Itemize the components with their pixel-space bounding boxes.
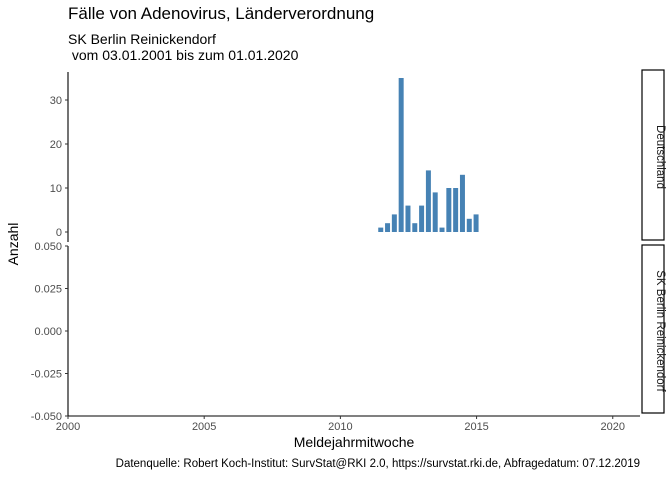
- y-tick-label: 0.025: [34, 284, 62, 296]
- bar: [446, 188, 452, 232]
- y-tick-label: 0.000: [34, 326, 62, 338]
- x-tick-label: 2005: [192, 421, 216, 433]
- x-tick-label: 2010: [328, 421, 352, 433]
- bar: [473, 214, 479, 232]
- y-tick-label: 10: [50, 183, 62, 195]
- panel-0: 0 10 20 30 Deutschland: [50, 69, 666, 242]
- x-tick-label: 2000: [56, 421, 80, 433]
- bar: [466, 218, 472, 232]
- chart-title: Fälle von Adenovirus, Länderverordnung: [68, 4, 375, 23]
- facet-strip-label: Deutschland: [654, 125, 666, 189]
- bar: [378, 227, 384, 232]
- y-tick-label: 0.050: [34, 241, 62, 253]
- data-source-caption: Datenquelle: Robert Koch-Institut: SurvS…: [115, 458, 640, 470]
- bar: [385, 223, 391, 232]
- facet-strip-label: SK Berlin Reinickendorf: [654, 270, 666, 392]
- x-tick-label: 2020: [601, 421, 625, 433]
- bar: [425, 170, 431, 232]
- subtitle-region: SK Berlin Reinickendorf: [68, 31, 216, 47]
- facet-strip: [641, 244, 665, 414]
- y-tick-label: -0.050: [31, 411, 62, 423]
- bar: [419, 205, 425, 232]
- subtitle-date-range: vom 03.01.2001 bis zum 01.01.2020: [68, 47, 299, 63]
- y-tick-label: 20: [50, 139, 62, 151]
- bar: [453, 188, 459, 232]
- bar: [391, 214, 397, 232]
- panel-1: -0.050 -0.025 0.000 0.025 0.050 SK Berlin Rei…: [31, 241, 666, 423]
- chart-subtitle: SK Berlin Reinickendorf vom 03.01.2001 b…: [68, 31, 298, 63]
- bar: [432, 192, 438, 232]
- facet-strip: [641, 69, 665, 241]
- bar: [459, 174, 465, 232]
- y-axis-title: Anzahl: [5, 223, 21, 266]
- bar: [439, 227, 445, 232]
- bar: [398, 78, 404, 232]
- bar: [412, 223, 418, 232]
- y-tick-label: 30: [50, 95, 62, 107]
- y-tick-label: -0.025: [31, 369, 62, 381]
- bar: [405, 205, 411, 232]
- x-tick-label: 2015: [464, 421, 488, 433]
- y-tick-label: 0: [56, 227, 62, 239]
- x-axis-title: Meldejahrmitwoche: [294, 434, 415, 450]
